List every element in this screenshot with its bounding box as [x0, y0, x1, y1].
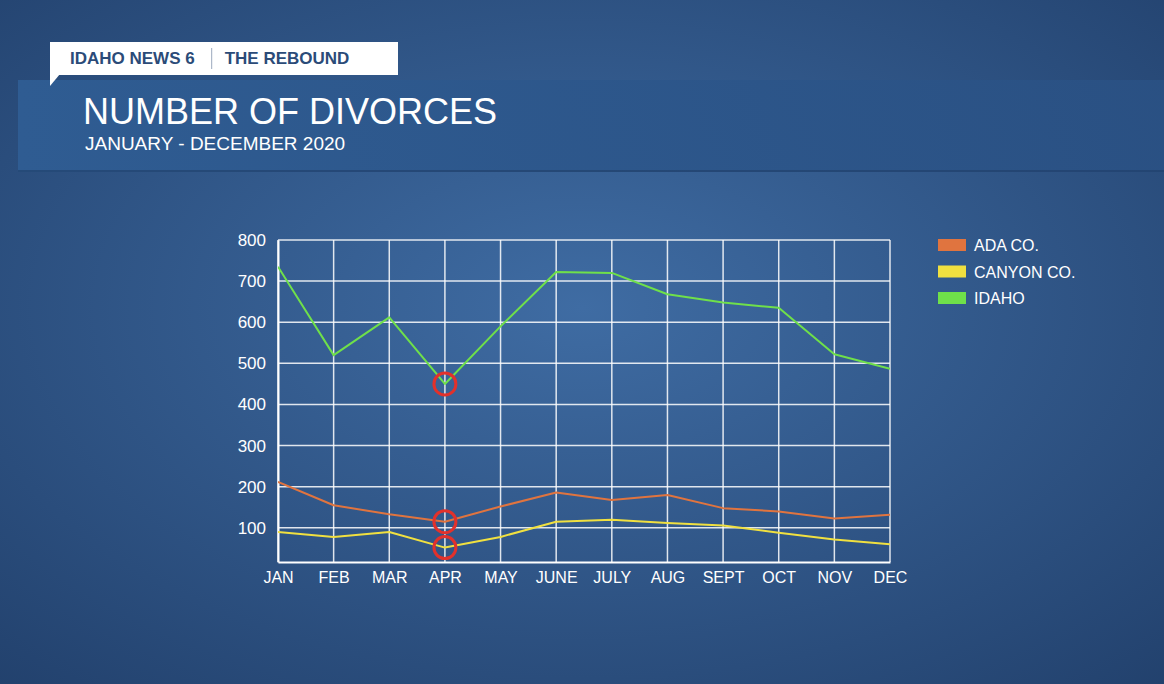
y-tick: 300	[238, 437, 278, 456]
y-tick-label: 400	[238, 395, 266, 414]
x-tick-label: FEB	[319, 569, 350, 586]
y-tick-label: 500	[238, 354, 266, 373]
x-tick-label: SEPT	[703, 569, 745, 586]
grid-line-y	[278, 239, 890, 241]
x-tick: SEPT	[703, 562, 745, 586]
grid-line-y	[278, 280, 890, 282]
series-line	[278, 520, 890, 548]
grid-line-y	[278, 321, 890, 323]
y-tick-label: 300	[238, 437, 266, 456]
x-tick: FEB	[319, 562, 350, 586]
title-band	[18, 80, 1164, 172]
grid-line-x	[834, 240, 836, 562]
legend-label: CANYON CO.	[974, 264, 1075, 281]
grid-line-y	[278, 404, 890, 406]
x-tick: JULY	[593, 562, 631, 586]
grid-line-x	[889, 240, 891, 562]
x-tick-label: JULY	[593, 569, 631, 586]
header-text: THE REBOUND	[225, 49, 350, 68]
y-tick-label: 700	[238, 272, 266, 291]
x-axis: JAN FEB MAR APR MAY JUNE JULY AUG SEPT OCT NOV DEC	[263, 562, 907, 586]
y-tick-label: 200	[238, 478, 266, 497]
x-tick: JAN	[263, 562, 293, 586]
x-tick-label: JAN	[263, 569, 293, 586]
grid-line-x	[611, 240, 613, 562]
x-axis-line	[279, 562, 891, 564]
grid-line-x	[722, 240, 724, 562]
y-tick: 700	[238, 272, 278, 291]
x-tick: MAY	[484, 562, 518, 586]
y-tick: 500	[238, 354, 278, 373]
highlight-circle	[434, 373, 456, 395]
grid	[278, 240, 890, 562]
x-tick: DEC	[874, 562, 908, 586]
header-tag: IDAHO NEWS 6 THE REBOUND	[50, 42, 398, 86]
grid-line-x	[277, 240, 279, 562]
y-tick-label: 600	[238, 313, 266, 332]
grid-line-x	[778, 240, 780, 562]
grid-line-x	[444, 240, 446, 562]
y-tick: 200	[238, 478, 278, 497]
grid-line-x	[555, 240, 557, 562]
chart: NUMBER OF DIVORCESJANUARY - DECEMBER 202…	[0, 0, 1164, 684]
grid-line-x	[500, 240, 502, 562]
y-tick: 400	[238, 395, 278, 414]
legend-label: ADA CO.	[974, 237, 1039, 254]
x-tick: OCT	[762, 562, 796, 586]
grid-line-x	[667, 240, 669, 562]
highlights	[434, 373, 456, 559]
series-line	[278, 482, 890, 522]
y-tick: 100	[238, 519, 278, 538]
x-tick-label: JUNE	[536, 569, 578, 586]
legend-item: IDAHO	[938, 290, 1025, 307]
grid-line-y	[278, 445, 890, 447]
header-separator	[211, 48, 212, 69]
x-tick-label: OCT	[762, 569, 796, 586]
x-tick: AUG	[651, 562, 686, 586]
x-tick-label: DEC	[874, 569, 908, 586]
grid-line-x	[333, 240, 335, 562]
subtitle: JANUARY - DECEMBER 2020	[85, 133, 345, 154]
x-tick-label: NOV	[818, 569, 853, 586]
y-tick: 800	[238, 231, 278, 250]
legend-swatch	[938, 239, 966, 251]
x-tick: MAR	[372, 562, 408, 586]
title-band-edge	[18, 170, 1164, 172]
legend-label: IDAHO	[974, 290, 1025, 307]
grid-line-y	[278, 486, 890, 488]
title: NUMBER OF DIVORCES	[83, 91, 497, 132]
legend-swatch	[938, 292, 966, 304]
plot-area	[278, 267, 890, 548]
highlight-circle	[434, 537, 456, 559]
y-axis-line	[278, 241, 280, 563]
grid-line-y	[278, 363, 890, 365]
header-text: IDAHO NEWS 6	[70, 49, 195, 68]
y-axis: 100 200 300 400 500 600 700 800	[238, 231, 279, 563]
legend-item: CANYON CO.	[938, 264, 1075, 281]
legend-swatch	[938, 266, 966, 278]
grid-line-y	[278, 527, 890, 529]
y-tick-label: 100	[238, 519, 266, 538]
x-tick-label: MAR	[372, 569, 408, 586]
legend-item: ADA CO.	[938, 237, 1039, 254]
x-tick: APR	[429, 562, 462, 586]
y-tick: 600	[238, 313, 278, 332]
x-tick-label: MAY	[484, 569, 518, 586]
header-box	[50, 42, 398, 75]
legend: ADA CO. CANYON CO. IDAHO	[938, 237, 1075, 307]
x-tick: NOV	[818, 562, 853, 586]
header-tail	[50, 74, 60, 86]
x-tick-label: AUG	[651, 569, 686, 586]
x-tick-label: APR	[429, 569, 462, 586]
highlight-circle	[434, 511, 456, 533]
background	[0, 0, 1164, 684]
x-tick: JUNE	[536, 562, 578, 586]
y-tick-label: 800	[238, 231, 266, 250]
series-line	[278, 267, 890, 384]
